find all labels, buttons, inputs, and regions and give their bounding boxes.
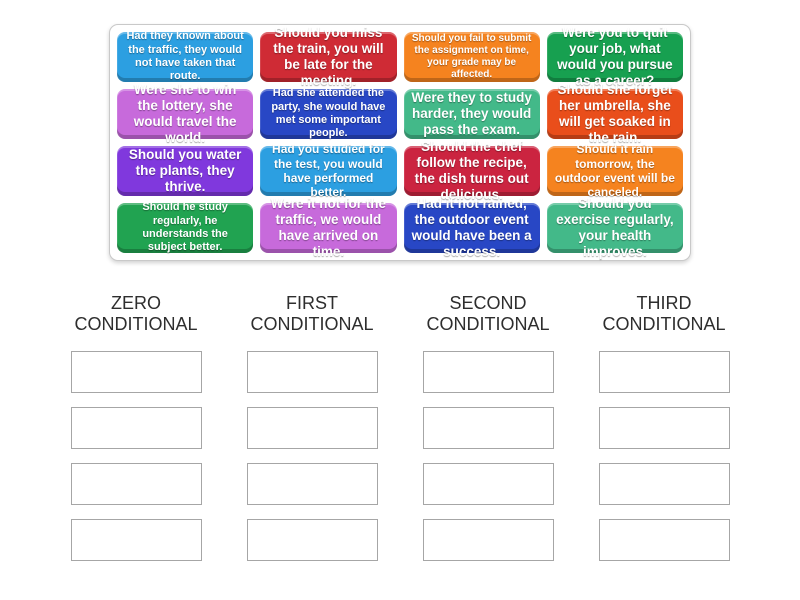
card-text: Should he study regularly, he understand… xyxy=(142,201,228,254)
draggable-card[interactable]: Should you exercise regularly, your heal… xyxy=(546,196,683,259)
draggable-card[interactable]: Had it not rained, the outdoor event wou… xyxy=(403,196,540,259)
draggable-card[interactable]: Should he study regularly, he understand… xyxy=(117,201,254,254)
category-column: ZERO CONDITIONAL xyxy=(48,293,224,575)
category-column: SECOND CONDITIONAL xyxy=(400,293,576,575)
slot-stack xyxy=(400,351,576,561)
drop-slot[interactable] xyxy=(70,463,202,505)
draggable-card[interactable]: Were you to quit your job, what would yo… xyxy=(546,25,683,88)
slot-stack xyxy=(576,351,752,561)
category-column: THIRD CONDITIONAL xyxy=(576,293,752,575)
card-text: Should you miss the train, you will be l… xyxy=(273,25,384,88)
drop-slot[interactable] xyxy=(70,407,202,449)
drop-slot[interactable] xyxy=(246,351,378,393)
card-bank-panel: Had they known about the traffic, they w… xyxy=(109,24,691,261)
category-label: ZERO CONDITIONAL xyxy=(74,293,198,334)
drop-slot[interactable] xyxy=(246,463,378,505)
draggable-card[interactable]: Should she forget her umbrella, she will… xyxy=(546,82,683,145)
draggable-card[interactable]: Should it rain tomorrow, the outdoor eve… xyxy=(546,142,683,199)
drop-slot[interactable] xyxy=(422,407,554,449)
card-text: Should it rain tomorrow, the outdoor eve… xyxy=(554,142,675,200)
drop-slot[interactable] xyxy=(70,351,202,393)
draggable-card[interactable]: Were it not for the traffic, we would ha… xyxy=(260,196,397,259)
card-text: Were they to study harder, they would pa… xyxy=(411,90,532,137)
drop-slot[interactable] xyxy=(246,519,378,561)
drop-slot[interactable] xyxy=(422,463,554,505)
category-label: THIRD CONDITIONAL xyxy=(602,293,726,334)
drop-slot[interactable] xyxy=(422,519,554,561)
draggable-card[interactable]: Had you studied for the test, you would … xyxy=(260,142,397,199)
drop-slot[interactable] xyxy=(246,407,378,449)
card-text: Were she to win the lottery, she would t… xyxy=(133,82,237,145)
draggable-card[interactable]: Were they to study harder, they would pa… xyxy=(403,89,540,139)
category-label: SECOND CONDITIONAL xyxy=(426,293,550,334)
drop-slot[interactable] xyxy=(598,351,730,393)
draggable-card[interactable]: Were she to win the lottery, she would t… xyxy=(117,82,254,145)
card-text: Had she attended the party, she would ha… xyxy=(271,87,386,140)
draggable-card[interactable]: Had they known about the traffic, they w… xyxy=(117,30,254,83)
card-text: Had it not rained, the outdoor event wou… xyxy=(411,196,532,259)
card-text: Were it not for the traffic, we would ha… xyxy=(270,196,386,259)
card-text: Should the chef follow the recipe, the d… xyxy=(414,139,529,202)
drop-slot[interactable] xyxy=(422,351,554,393)
drop-slot[interactable] xyxy=(598,463,730,505)
card-text: Should you fail to submit the assignment… xyxy=(411,32,532,81)
card-text: Should you exercise regularly, your heal… xyxy=(556,196,674,259)
card-grid: Had they known about the traffic, they w… xyxy=(110,25,690,260)
drop-slot[interactable] xyxy=(70,519,202,561)
drop-slot[interactable] xyxy=(598,407,730,449)
category-column: FIRST CONDITIONAL xyxy=(224,293,400,575)
draggable-card[interactable]: Had she attended the party, she would ha… xyxy=(260,87,397,140)
draggable-card[interactable]: Should you fail to submit the assignment… xyxy=(403,32,540,82)
card-text: Had you studied for the test, you would … xyxy=(272,142,385,200)
drop-slot[interactable] xyxy=(598,519,730,561)
card-text: Should she forget her umbrella, she will… xyxy=(557,82,673,145)
draggable-card[interactable]: Should the chef follow the recipe, the d… xyxy=(403,139,540,202)
card-text: Should you water the plants, they thrive… xyxy=(128,147,242,194)
draggable-card[interactable]: Should you water the plants, they thrive… xyxy=(117,146,254,196)
group-sort-activity: Had they known about the traffic, they w… xyxy=(0,24,800,575)
draggable-card[interactable]: Should you miss the train, you will be l… xyxy=(260,25,397,88)
slot-stack xyxy=(224,351,400,561)
category-columns: ZERO CONDITIONAL FIRST CONDITIONAL SECON… xyxy=(0,293,800,575)
slot-stack xyxy=(48,351,224,561)
card-text: Were you to quit your job, what would yo… xyxy=(557,25,673,88)
card-text: Had they known about the traffic, they w… xyxy=(126,30,244,83)
category-label: FIRST CONDITIONAL xyxy=(250,293,374,334)
